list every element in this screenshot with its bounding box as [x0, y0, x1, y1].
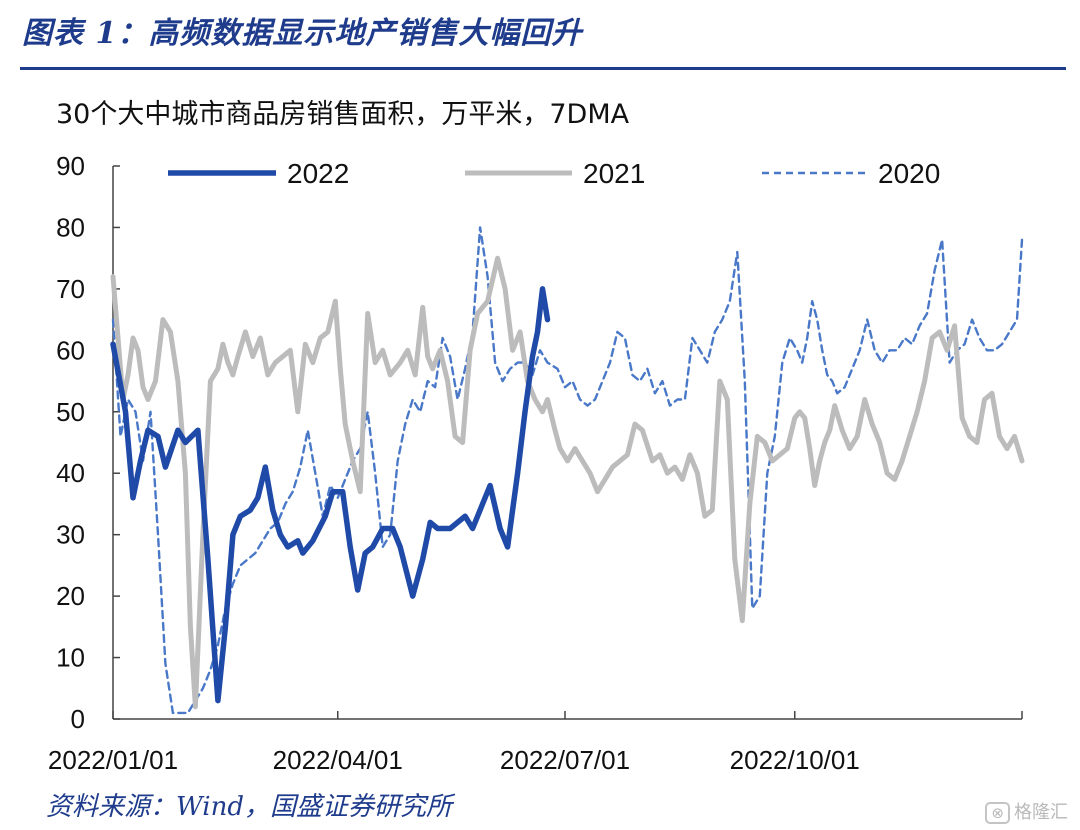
legend: 2022 2021 2020 — [168, 158, 940, 189]
figure-title: 图表 1：高频数据显示地产销售大幅回升 — [22, 16, 583, 51]
y-tick-label: 0 — [71, 704, 85, 734]
x-axis: 2022/01/01 2022/04/01 2022/07/01 2022/10/01 — [48, 711, 1023, 775]
source-note: 资料来源：Wind，国盛证券研究所 — [46, 792, 452, 822]
y-tick-label: 70 — [56, 274, 85, 304]
series-line-2021 — [110, 255, 1025, 710]
y-axis: 0 10 20 30 40 50 60 70 80 90 — [56, 151, 120, 734]
y-tick-label: 30 — [56, 520, 85, 550]
y-tick-label: 20 — [56, 581, 85, 611]
series-line-2020 — [111, 226, 1024, 715]
chart-subtitle: 30个大中城市商品房销售面积，万平米，7DMA — [56, 99, 630, 130]
legend-label-2021: 2021 — [583, 158, 645, 189]
y-tick-label: 80 — [56, 212, 85, 242]
series-line-2022 — [110, 286, 551, 704]
legend-label-2020: 2020 — [878, 158, 940, 189]
x-tick-label: 2022/07/01 — [500, 745, 630, 775]
y-tick-label: 50 — [56, 397, 85, 427]
x-tick-label: 2022/04/01 — [273, 745, 403, 775]
series-layer — [110, 226, 1025, 715]
x-tick-label: 2022/10/01 — [730, 745, 860, 775]
y-tick-label: 90 — [56, 151, 85, 181]
y-tick-label: 10 — [56, 643, 85, 673]
y-tick-label: 60 — [56, 335, 85, 365]
y-tick-label: 40 — [56, 458, 85, 488]
watermark-text: 格隆汇 — [1014, 802, 1068, 823]
watermark: ⊗ 格隆汇 — [985, 798, 1068, 824]
x-tick-label: 2022/01/01 — [48, 745, 178, 775]
title-rule — [20, 67, 1066, 70]
watermark-logo-icon: ⊗ — [985, 802, 1010, 824]
legend-label-2022: 2022 — [287, 158, 349, 189]
